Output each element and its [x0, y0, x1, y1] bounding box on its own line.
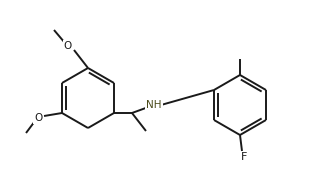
- Text: O: O: [64, 41, 72, 51]
- Text: F: F: [241, 152, 247, 162]
- Text: O: O: [34, 113, 42, 123]
- Text: NH: NH: [146, 100, 162, 110]
